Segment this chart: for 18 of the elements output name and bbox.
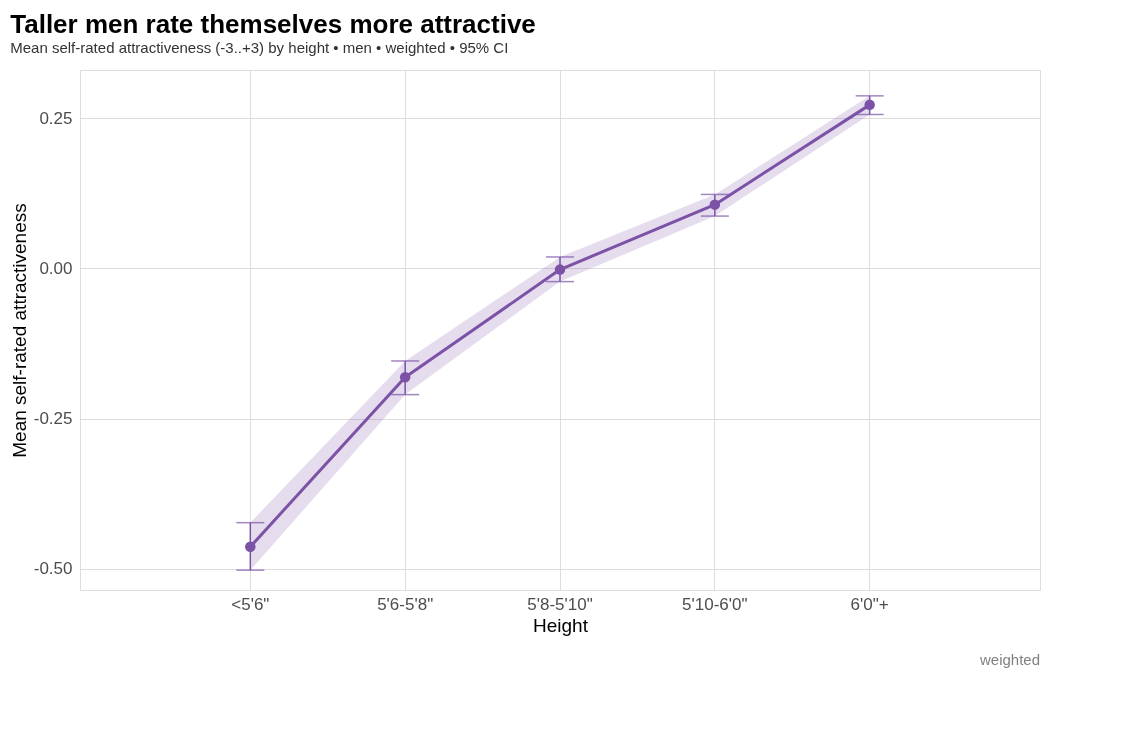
point: [709, 199, 721, 210]
chart-subtitle: Mean self-rated attractiveness (-3..+3) by height • men • weighted • 95% CI: [10, 39, 509, 56]
x-axis-title: Height: [533, 614, 589, 636]
y-tick-label: 0.00: [39, 258, 73, 278]
x-tick-label: 6'0"+: [850, 594, 889, 614]
x-tick-label: 5'8-5'10": [527, 594, 593, 614]
y-tick-label: 0.25: [39, 108, 73, 128]
x-tick-label: 5'6-5'8": [377, 594, 434, 614]
y-tick-label: -0.25: [33, 409, 73, 429]
point: [864, 99, 875, 111]
y-axis-title: Mean self-rated attractiveness: [8, 203, 30, 458]
y-tick-label: -0.50: [33, 559, 73, 579]
point: [245, 541, 256, 552]
x-tick-label: 5'10-6'0": [682, 594, 748, 614]
text: weighted: [978, 651, 1040, 668]
x-tick-label: <5'6": [231, 594, 270, 614]
point: [399, 371, 411, 383]
chart-title: Taller men rate themselves more attractive: [10, 9, 536, 39]
